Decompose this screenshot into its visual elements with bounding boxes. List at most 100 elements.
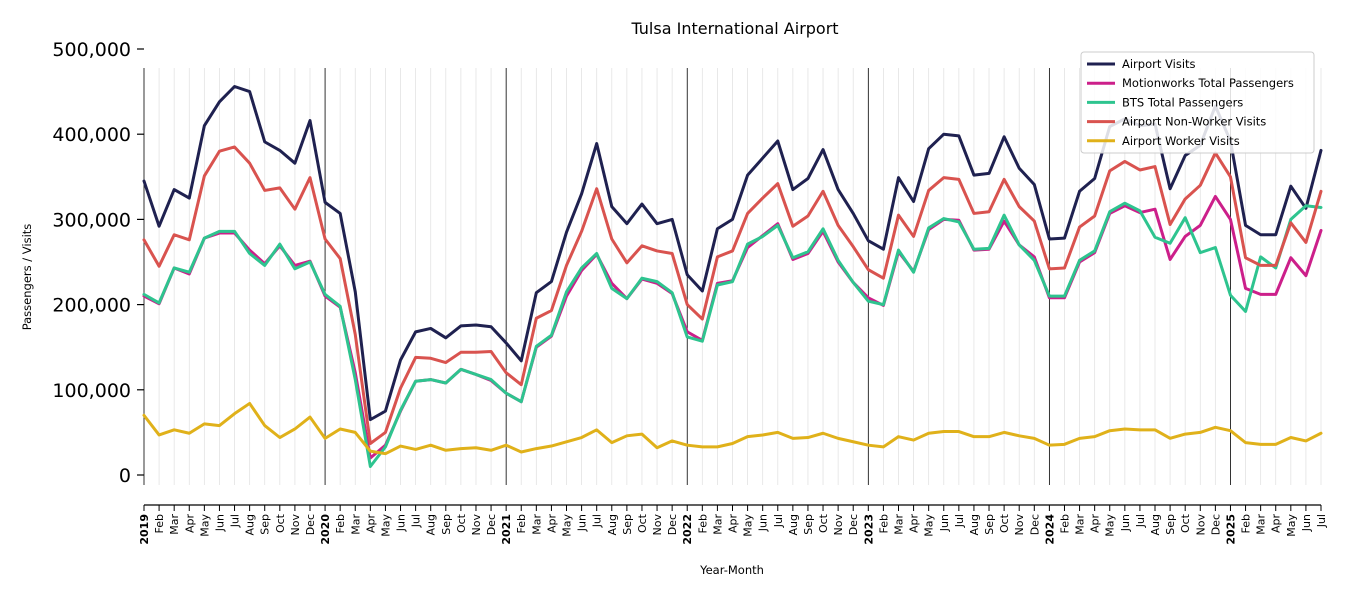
x-tick-label: Dec xyxy=(847,514,860,535)
chart-title: Tulsa International Airport xyxy=(630,19,838,38)
x-tick-label: Nov xyxy=(832,514,845,536)
legend: Airport Visits Motionworks Total Passenge… xyxy=(1080,51,1315,154)
y-tick-label: 500,000 xyxy=(52,39,131,61)
x-tick-label: Feb xyxy=(153,514,166,533)
x-tick-label: Sep xyxy=(983,514,996,535)
legend-label: Motionworks Total Passengers xyxy=(1122,76,1294,90)
x-tick-label: Nov xyxy=(470,514,483,536)
x-tick-label: Apr xyxy=(1270,514,1283,534)
x-tick-label: Aug xyxy=(606,514,619,535)
y-axis: 0 100,000 200,000 300,000 400,000 500,000 xyxy=(52,39,144,487)
x-tick-label: Feb xyxy=(1058,514,1071,533)
x-tick-label: Apr xyxy=(1089,514,1102,534)
x-tick-label: Dec xyxy=(1209,514,1222,535)
x-tick-label: Oct xyxy=(636,513,649,533)
x-tick-label: Oct xyxy=(274,513,287,533)
x-tick-label: Aug xyxy=(244,514,257,535)
x-tick-label: Aug xyxy=(1149,514,1162,535)
x-tick-label: Jul xyxy=(772,514,785,528)
x-tick-label: Aug xyxy=(425,514,438,535)
x-tick-label: Aug xyxy=(968,514,981,535)
x-axis-label: Year-Month xyxy=(699,563,764,577)
x-tick-label: Mar xyxy=(1255,514,1268,535)
x-tick-label: Apr xyxy=(364,514,377,534)
x-tick-label: Jun xyxy=(213,514,226,532)
x-tick-label: Feb xyxy=(877,514,890,533)
x-tick-label: Sep xyxy=(1164,514,1177,535)
x-tick-label: Jul xyxy=(953,514,966,528)
x-tick-label: May xyxy=(198,514,211,537)
x-tick-label: Jun xyxy=(938,514,951,532)
x-tick-label: Jun xyxy=(1119,514,1132,532)
x-tick-label: 2021 xyxy=(500,514,513,545)
x-axis: 2019 Feb Mar Apr May Jun Jul Aug Sep Oct Nov Dec 202… xyxy=(138,504,1328,545)
x-tick-label: Dec xyxy=(485,514,498,535)
x-tick-label: May xyxy=(561,514,574,537)
x-tick-label: 2019 xyxy=(138,514,151,545)
y-tick-label: 300,000 xyxy=(52,209,131,231)
x-tick-label: Apr xyxy=(908,514,921,534)
x-tick-label: Nov xyxy=(1194,514,1207,536)
x-tick-label: Oct xyxy=(1179,513,1192,533)
x-tick-label: Nov xyxy=(289,514,302,536)
y-tick-label: 100,000 xyxy=(52,380,131,402)
x-tick-label: May xyxy=(742,514,755,537)
x-tick-label: Jul xyxy=(229,514,242,528)
series-line-airport-worker-visits xyxy=(142,401,1323,456)
x-tick-label: Mar xyxy=(168,514,181,535)
x-tick-label: Mar xyxy=(530,514,543,535)
x-tick-label: Jul xyxy=(1134,514,1147,528)
x-tick-label: Apr xyxy=(545,514,558,534)
x-tick-label: Sep xyxy=(621,514,634,535)
x-tick-label: Feb xyxy=(1240,514,1253,533)
x-tick-label: Jun xyxy=(1300,514,1313,532)
y-tick-label: 200,000 xyxy=(52,295,131,317)
x-tick-label: 2022 xyxy=(681,514,694,545)
x-tick-label: Aug xyxy=(787,514,800,535)
x-tick-label: Nov xyxy=(651,514,664,536)
x-tick-label: Feb xyxy=(696,514,709,533)
x-tick-label: Jun xyxy=(757,514,770,532)
series-line-airport-non-worker-visits xyxy=(142,145,1323,445)
x-tick-label: May xyxy=(1285,514,1298,537)
legend-box xyxy=(1080,51,1315,154)
x-tick-label: Mar xyxy=(892,514,905,535)
x-tick-label: Dec xyxy=(666,514,679,535)
x-tick-label: Apr xyxy=(183,514,196,534)
x-tick-label: 2024 xyxy=(1043,514,1056,545)
legend-label: Airport Worker Visits xyxy=(1122,134,1240,148)
x-tick-label: Feb xyxy=(515,514,528,533)
y-tick-label: 0 xyxy=(119,465,131,487)
legend-label: Airport Non-Worker Visits xyxy=(1122,115,1266,129)
y-tick-label: 400,000 xyxy=(52,124,131,146)
x-tick-label: Sep xyxy=(802,514,815,535)
x-tick-label: Oct xyxy=(817,513,830,533)
x-tick-label: Jul xyxy=(591,514,604,528)
x-tick-label: Oct xyxy=(455,513,468,533)
x-tick-label: Sep xyxy=(259,514,272,535)
legend-label: BTS Total Passengers xyxy=(1122,95,1243,109)
x-tick-label: Apr xyxy=(727,514,740,534)
y-axis-label: Passengers / Visits xyxy=(20,224,34,331)
x-tick-label: Sep xyxy=(440,514,453,535)
x-tick-label: Jul xyxy=(410,514,423,528)
x-tick-label: Dec xyxy=(1028,514,1041,535)
x-tick-label: Jun xyxy=(395,514,408,532)
x-tick-label: May xyxy=(1104,514,1117,537)
legend-label: Airport Visits xyxy=(1122,57,1196,71)
x-tick-label: 2023 xyxy=(862,514,875,545)
x-tick-label: 2025 xyxy=(1224,514,1237,545)
x-tick-label: 2020 xyxy=(319,514,332,545)
x-tick-label: Nov xyxy=(1013,514,1026,536)
x-tick-label: Jun xyxy=(576,514,589,532)
x-tick-label: Mar xyxy=(711,514,724,535)
x-tick-label: Oct xyxy=(998,513,1011,533)
x-tick-label: May xyxy=(923,514,936,537)
x-tick-label: May xyxy=(379,514,392,537)
grid-layer xyxy=(143,68,1322,485)
x-tick-label: Feb xyxy=(334,514,347,533)
x-tick-label: Mar xyxy=(1074,514,1087,535)
x-tick-label: Jul xyxy=(1315,514,1328,528)
